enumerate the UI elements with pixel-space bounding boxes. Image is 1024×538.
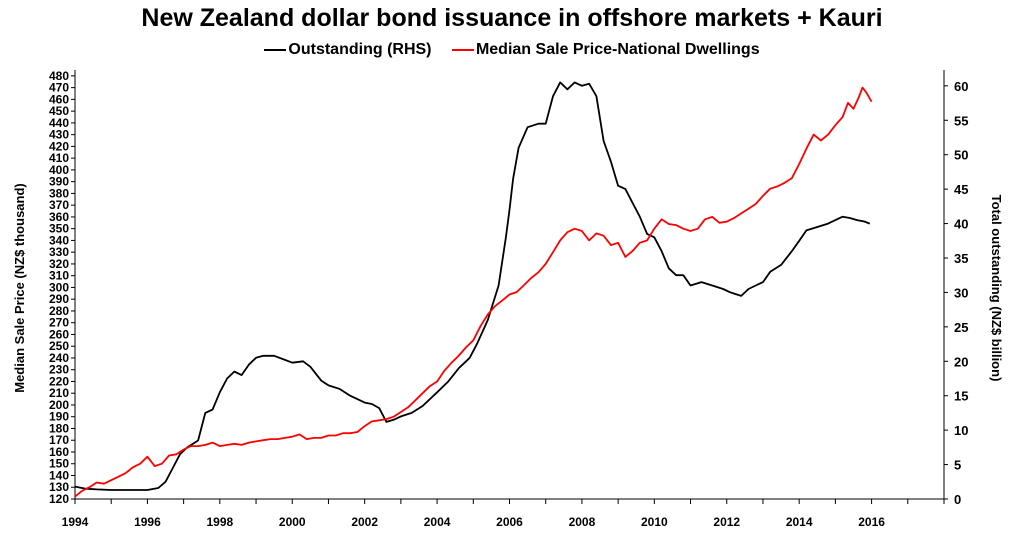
left-tick-label: 260 [49,327,69,341]
legend-label-median-price: Median Sale Price-National Dwellings [475,41,760,58]
left-tick-label: 180 [49,421,69,435]
left-tick-label: 310 [49,269,69,283]
left-tick-label: 450 [49,104,69,118]
left-tick-label: 190 [49,410,69,424]
left-tick-label: 390 [49,175,69,189]
legend-label-outstanding: Outstanding (RHS) [288,41,432,58]
left-tick-label: 340 [49,233,69,247]
right-tick-label: 15 [954,389,968,404]
right-tick-label: 30 [954,285,968,300]
left-tick-label: 230 [49,363,69,377]
left-tick-label: 210 [49,386,69,400]
x-tick-label: 2000 [279,515,306,529]
x-tick-label: 2002 [351,515,378,529]
x-tick-label: 2006 [496,515,523,529]
left-tick-label: 330 [49,245,69,259]
right-tick-label: 25 [954,320,968,335]
left-tick-label: 460 [49,92,69,106]
right-tick-label: 5 [954,458,961,473]
right-tick-label: 0 [954,492,961,507]
left-axis-label: Median Sale Price (NZ$ thousand) [12,183,27,393]
left-tick-label: 170 [49,433,69,447]
left-tick-label: 200 [49,398,69,412]
x-tick-label: 2004 [424,515,451,529]
left-tick-label: 360 [49,210,69,224]
right-tick-label: 10 [954,423,968,438]
right-tick-label: 45 [954,182,968,197]
chart-title: New Zealand dollar bond issuance in offs… [141,4,883,32]
left-tick-label: 320 [49,257,69,271]
left-tick-label: 280 [49,304,69,318]
left-tick-label: 420 [49,139,69,153]
right-tick-label: 20 [954,354,968,369]
right-tick-label: 55 [954,113,968,128]
left-tick-label: 430 [49,128,69,142]
x-tick-label: 1994 [62,515,89,529]
x-tick-label: 1996 [134,515,161,529]
left-tick-label: 480 [49,69,69,83]
right-axis-label: Total outstanding (NZ$ billion) [989,195,1004,382]
series-lines [74,81,873,498]
series-line-outstanding [74,81,871,491]
left-tick-label: 440 [49,116,69,130]
left-tick-label: 240 [49,351,69,365]
x-tick-label: 2010 [641,515,668,529]
left-tick-label: 270 [49,316,69,330]
x-tick-label: 2014 [786,515,813,529]
left-tick-label: 290 [49,292,69,306]
series-line-median-price [74,86,873,498]
legend-item-median-price: Median Sale Price-National Dwellings [451,41,760,59]
left-tick-label: 250 [49,339,69,353]
left-tick-label: 120 [49,492,69,506]
x-tick-label: 2016 [858,515,885,529]
left-tick-label: 380 [49,186,69,200]
left-tick-label: 160 [49,445,69,459]
left-tick-label: 300 [49,280,69,294]
left-tick-label: 410 [49,151,69,165]
left-tick-label: 130 [49,480,69,494]
x-tick-label: 2012 [713,515,740,529]
right-tick-label: 35 [954,251,968,266]
legend-swatch-median-price [451,48,474,51]
x-tick-label: 1998 [206,515,233,529]
legend-item-outstanding: Outstanding (RHS) [264,41,432,59]
axes: 1201301401501601701801902002102202302402… [49,69,969,529]
right-tick-label: 50 [954,148,968,163]
left-tick-label: 350 [49,222,69,236]
legend-swatch-outstanding [264,48,287,51]
left-tick-label: 140 [49,468,69,482]
left-tick-label: 150 [49,457,69,471]
left-tick-label: 400 [49,163,69,177]
x-tick-label: 2008 [569,515,596,529]
legend: Outstanding (RHS) Median Sale Price-Nati… [0,41,1024,59]
left-tick-label: 220 [49,374,69,388]
right-tick-label: 40 [954,217,968,232]
left-tick-label: 470 [49,81,69,95]
left-tick-label: 370 [49,198,69,212]
right-tick-label: 60 [954,79,968,94]
